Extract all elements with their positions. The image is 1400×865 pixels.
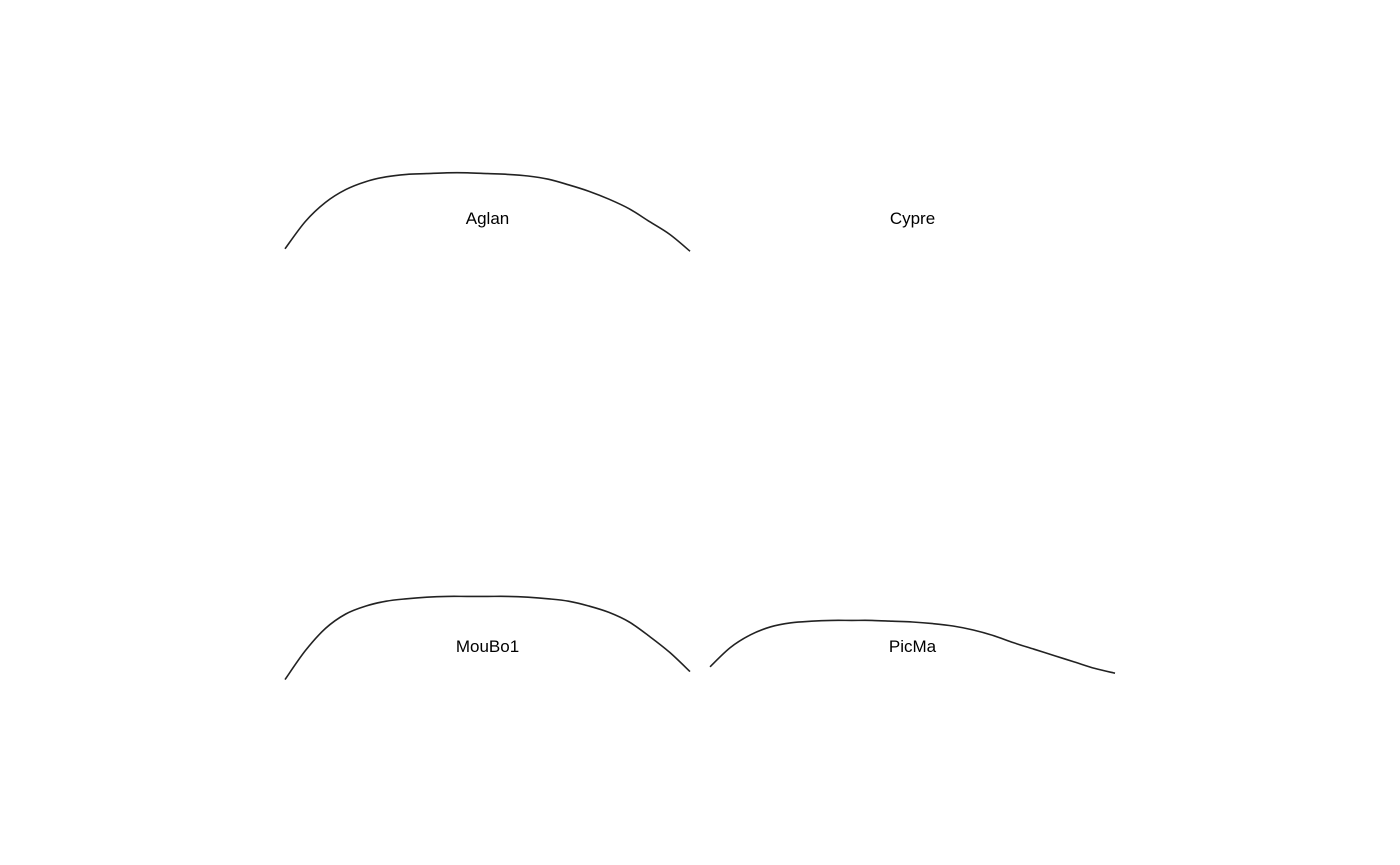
panel-moubo1: MouBo1 (284, 595, 691, 681)
panel-title-moubo1: MouBo1 (456, 637, 519, 656)
panel-cypre: Cypre (890, 209, 935, 228)
panel-title-cypre: Cypre (890, 209, 935, 228)
panel-aglan: Aglan (284, 171, 691, 252)
panel-title-picma: PicMa (889, 637, 937, 656)
curve-aglan (284, 171, 691, 252)
panel-title-aglan: Aglan (466, 209, 509, 228)
curve-moubo1 (284, 595, 691, 681)
panel-picma: PicMa (709, 619, 1116, 674)
curve-picma (709, 619, 1116, 674)
